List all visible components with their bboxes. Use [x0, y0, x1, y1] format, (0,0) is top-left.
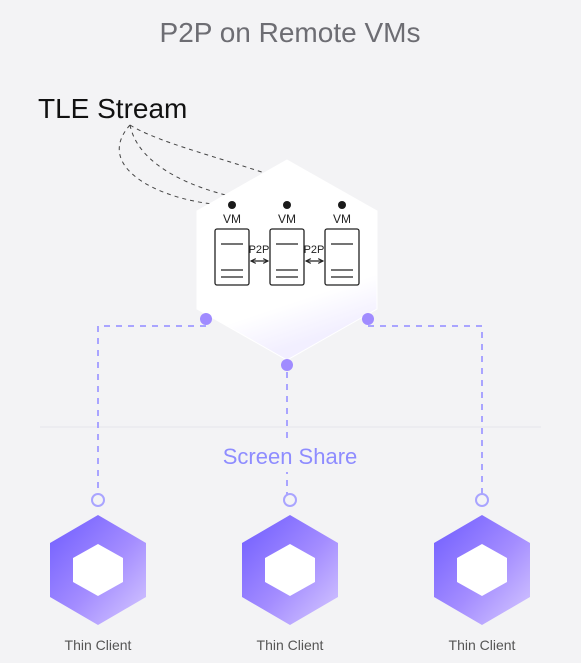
vm-box-3 — [325, 229, 359, 285]
ring-left — [92, 494, 104, 506]
vm-label-1: VM — [223, 212, 241, 226]
hex-dot-bottom — [281, 359, 293, 371]
diagram-root: P2P on Remote VMs TLE Stream VM VM VM P2… — [0, 0, 581, 663]
connector-left — [98, 326, 206, 495]
tle-stream-label: TLE Stream — [38, 93, 187, 124]
p2p-label-1: P2P — [249, 244, 270, 256]
tle-curve-1 — [119, 125, 232, 205]
hex-dot-left — [200, 313, 212, 325]
ring-right — [476, 494, 488, 506]
connector-right — [368, 326, 482, 495]
client-hex-2 — [242, 515, 338, 625]
ring-center — [284, 494, 296, 506]
p2p-label-2: P2P — [304, 244, 325, 256]
client-label-3: Thin Client — [449, 637, 516, 653]
vm-box-2 — [270, 229, 304, 285]
hex-dot-right — [362, 313, 374, 325]
vm-dot-1 — [228, 201, 236, 209]
client-hex-1 — [50, 515, 146, 625]
vm-dot-2 — [283, 201, 291, 209]
screen-share-label: Screen Share — [223, 444, 358, 469]
vm-dot-3 — [338, 201, 346, 209]
vm-label-2: VM — [278, 212, 296, 226]
client-label-1: Thin Client — [65, 637, 132, 653]
vm-box-1 — [215, 229, 249, 285]
client-label-2: Thin Client — [257, 637, 324, 653]
page-title: P2P on Remote VMs — [160, 17, 421, 48]
client-hex-3 — [434, 515, 530, 625]
vm-label-3: VM — [333, 212, 351, 226]
